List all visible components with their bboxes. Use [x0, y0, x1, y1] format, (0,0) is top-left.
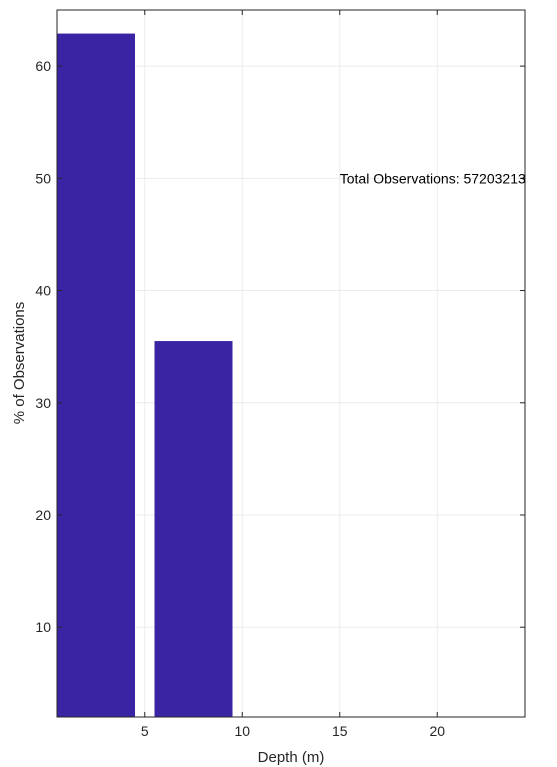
y-tick-label: 30 [35, 395, 51, 411]
y-tick-label: 20 [35, 507, 51, 523]
y-tick-label: 40 [35, 283, 51, 299]
y-tick-label: 50 [35, 170, 51, 186]
x-tick-labels: 5 10 15 20 [141, 723, 445, 739]
histogram-bar [154, 341, 233, 717]
x-tick-label: 10 [234, 723, 250, 739]
tick-marks [57, 10, 525, 717]
total-observations-annotation: Total Observations: 57203213 [340, 170, 526, 186]
y-tick-label: 10 [35, 619, 51, 635]
y-axis-label: % of Observations [11, 302, 28, 425]
x-tick-label: 20 [429, 723, 445, 739]
bars [57, 33, 233, 718]
histogram-bar [57, 33, 135, 718]
x-axis-label: Depth (m) [258, 749, 325, 766]
x-tick-label: 15 [332, 723, 348, 739]
axes-box [56, 9, 526, 718]
y-tick-label: 60 [35, 58, 51, 74]
y-tick-labels: 10 20 30 40 50 60 [35, 58, 51, 635]
x-tick-label: 5 [141, 723, 149, 739]
